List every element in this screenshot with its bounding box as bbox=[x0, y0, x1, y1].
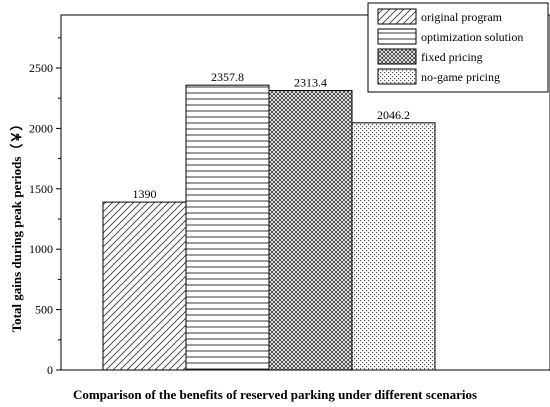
x-axis-title: Comparison of the benefits of reserved p… bbox=[73, 387, 477, 402]
legend-label-fixed-pricing: fixed pricing bbox=[421, 50, 483, 64]
data-label-original-program: 1390 bbox=[133, 187, 157, 201]
data-label-no-game-pricing: 2046.2 bbox=[377, 108, 410, 122]
y-tick-label: 0 bbox=[47, 363, 53, 377]
data-label-fixed-pricing: 2313.4 bbox=[294, 76, 327, 90]
y-tick-label: 500 bbox=[35, 303, 53, 317]
legend-label-no-game-pricing: no-game pricing bbox=[421, 70, 500, 84]
bar-fixed-pricing bbox=[268, 90, 353, 371]
legend-swatch-original-program bbox=[377, 8, 417, 25]
legend-swatch-fixed-pricing bbox=[377, 48, 417, 65]
y-tick-label: 2500 bbox=[29, 61, 53, 75]
y-axis-title: Total gains during peak periods（￥） bbox=[9, 118, 24, 333]
legend-label-optimization-solution: optimization solution bbox=[421, 30, 523, 44]
legend-swatch-no-game-pricing bbox=[377, 68, 417, 85]
legend: original program optimization solution fix… bbox=[367, 2, 549, 93]
data-label-optimization-solution: 2357.8 bbox=[211, 70, 244, 84]
legend-swatch-optimization-solution bbox=[377, 28, 417, 45]
bar-original-program bbox=[102, 201, 187, 371]
y-tick-label: 2000 bbox=[29, 121, 53, 135]
legend-label-original-program: original program bbox=[421, 10, 503, 24]
bar-optimization-solution bbox=[185, 84, 270, 371]
bar-no-game-pricing bbox=[351, 122, 436, 371]
y-tick-label: 1000 bbox=[29, 242, 53, 256]
y-tick-label: 1500 bbox=[29, 182, 53, 196]
